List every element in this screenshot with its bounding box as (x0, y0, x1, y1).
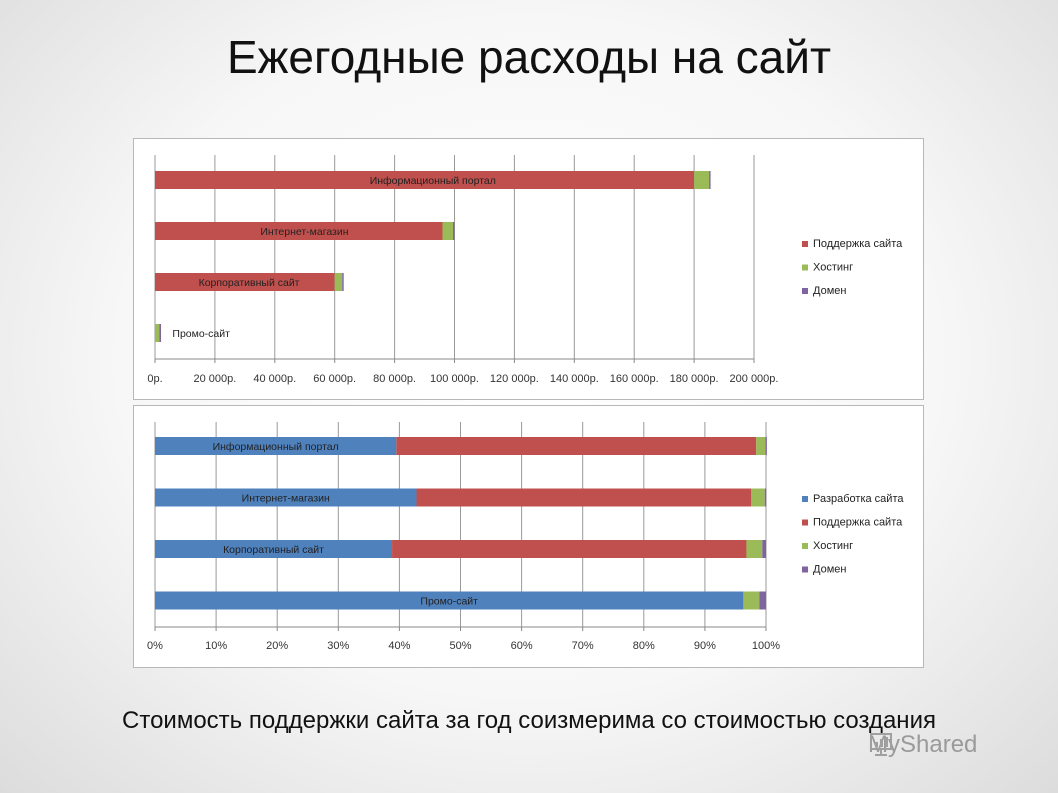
bar-segment (155, 324, 160, 342)
legend-marker (802, 241, 808, 247)
category-label: Информационный портал (370, 175, 496, 187)
category-label: Интернет-магазин (242, 493, 330, 505)
x-tick-label: 20% (266, 640, 288, 652)
category-label: Промо-сайт (172, 328, 230, 340)
x-tick-label: 120 000р. (490, 373, 539, 385)
x-tick-label: 80% (633, 640, 655, 652)
x-tick-label: 180 000р. (670, 373, 719, 385)
bar-segment (765, 437, 767, 455)
bar-segment (756, 437, 766, 455)
category-label: Информационный портал (213, 441, 339, 453)
legend-marker (802, 496, 808, 502)
legend-marker (802, 543, 808, 549)
bar-segment (396, 437, 757, 455)
bar-segment (155, 273, 335, 291)
chart-panel-absolute: 0р. 20 000р. 40 000р. 60 000р. 80 000р. 100 0… (133, 138, 924, 400)
legend-label: Домен (813, 285, 846, 297)
bar-segment (334, 273, 343, 291)
category-label: Корпоративный сайт (199, 277, 300, 289)
category-label: Интернет-магазин (260, 226, 348, 238)
legend-label: Домен (813, 564, 846, 576)
bar-segment (751, 488, 765, 507)
bar-segment (764, 488, 767, 507)
bar-segment (155, 488, 417, 507)
x-tick-label: 20 000р. (193, 373, 236, 385)
legend-label: Поддержка сайта (813, 238, 903, 250)
x-tick-label: 80 000р. (373, 373, 416, 385)
bar-segment (453, 222, 455, 240)
bar-segment (342, 273, 344, 291)
x-tick-label: 100 000р. (430, 373, 479, 385)
x-tick-label: 50% (449, 640, 471, 652)
watermark: MyShared (868, 731, 977, 759)
legend-marker (802, 264, 808, 271)
x-tick-label: 160 000р. (610, 373, 659, 385)
bar-segment (416, 488, 752, 507)
legend-marker (802, 566, 808, 573)
chart-absolute-costs: 0р. 20 000р. 40 000р. 60 000р. 80 000р. 100 0… (147, 155, 903, 385)
x-tick-label: 40% (388, 640, 410, 652)
page-title: Ежегодные расходы на сайт (226, 31, 832, 83)
chart-percent-costs: 0% 10% 20% 30% 40% 50% 60% 70% 80% 90% 100% Информа… (147, 422, 904, 652)
slide-caption: Стоимость поддержки сайта за год соизмер… (122, 707, 936, 734)
x-tick-label: 10% (205, 640, 227, 652)
bar-segment (746, 540, 763, 558)
x-tick-label: 140 000р. (550, 373, 599, 385)
x-tick-label: 60 000р. (313, 373, 356, 385)
bar-segment (442, 222, 454, 240)
bar-segment (155, 591, 744, 610)
x-tick-label: 0р. (147, 373, 162, 385)
bar-segment (709, 171, 711, 189)
legend-marker (802, 288, 808, 294)
x-tick-label: 100% (752, 640, 780, 652)
bar-segment (392, 540, 747, 558)
x-tick-label: 70% (572, 640, 594, 652)
legend-label: Поддержка сайта (813, 517, 903, 529)
bar-segment (155, 540, 393, 558)
legend-label: Хостинг (813, 262, 853, 274)
bar-segment (155, 171, 695, 189)
bar-segment (155, 437, 397, 455)
legend-label: Разработка сайта (813, 493, 904, 505)
watermark-logo-icon (870, 733, 892, 756)
x-tick-label: 90% (694, 640, 716, 652)
bar-segment (694, 171, 710, 189)
legend-label: Хостинг (813, 540, 853, 552)
category-label: Корпоративный сайт (223, 544, 324, 556)
legend-marker (802, 519, 808, 526)
bar-segment (155, 222, 443, 240)
chart-panel-percent: 0% 10% 20% 30% 40% 50% 60% 70% 80% 90% 100% Информа… (133, 405, 924, 668)
x-tick-label: 30% (327, 640, 349, 652)
x-tick-label: 60% (511, 640, 533, 652)
bar-segment (159, 324, 161, 342)
category-label: Промо-сайт (420, 596, 478, 608)
bar-segment (759, 591, 766, 610)
x-tick-label: 0% (147, 640, 163, 652)
x-tick-label: 40 000р. (253, 373, 296, 385)
bar-segment (743, 591, 760, 610)
x-tick-label: 200 000р. (730, 373, 779, 385)
bar-segment (762, 540, 766, 558)
